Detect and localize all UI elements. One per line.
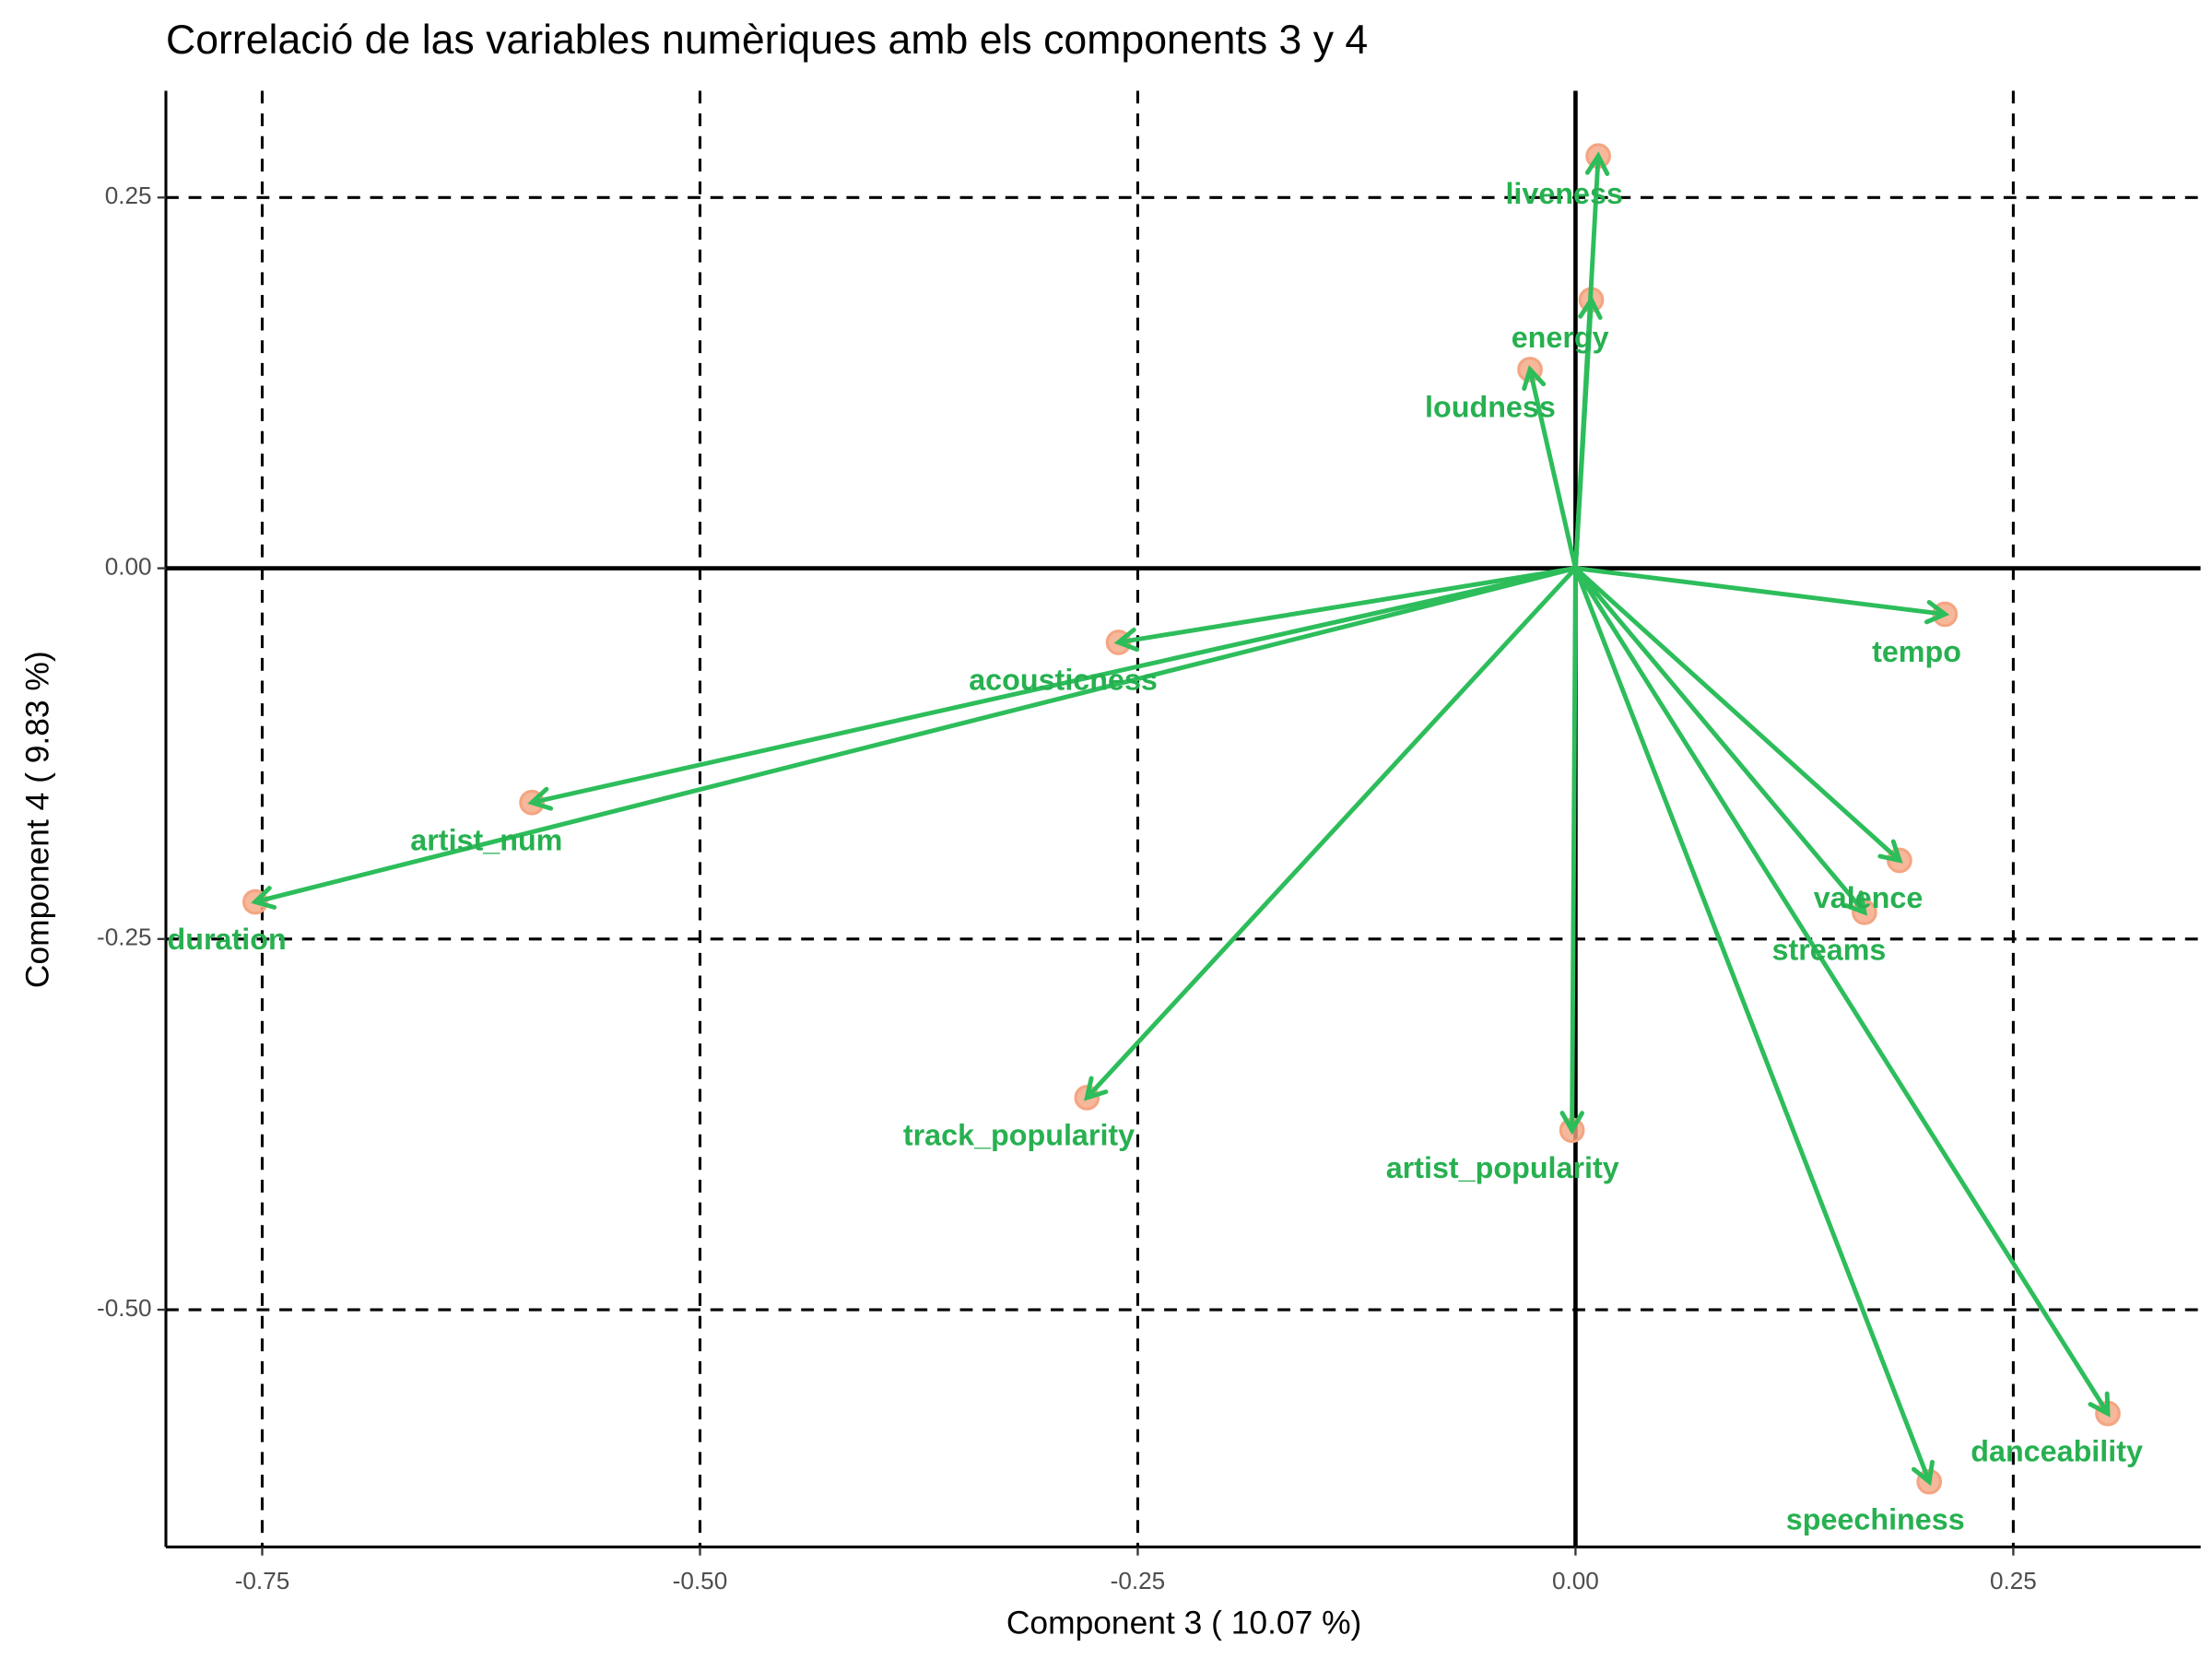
arrow — [1572, 566, 1935, 1487]
arrow — [1572, 566, 1950, 625]
point-label: track_popularity — [903, 1119, 1135, 1152]
point-label: artist_popularity — [1386, 1151, 1619, 1184]
point-label: acousticness — [969, 664, 1158, 697]
arrow — [1559, 566, 1584, 1135]
point-label: energy — [1512, 321, 1609, 354]
x-axis-title: Component 3 ( 10.07 %) — [1006, 1605, 1361, 1641]
y-tick-label: -0.50 — [97, 1294, 152, 1322]
arrow — [1572, 566, 1903, 864]
arrow — [1113, 566, 1578, 653]
y-tick-label: -0.25 — [97, 924, 152, 951]
x-tick-label: 0.00 — [1552, 1567, 1599, 1594]
arrow — [251, 566, 1578, 910]
arrow — [1572, 566, 2111, 1418]
arrow — [1572, 295, 1603, 571]
x-tick-label: -0.25 — [1111, 1567, 1166, 1594]
y-tick-label: 0.00 — [105, 552, 152, 580]
arrow — [1084, 566, 1578, 1101]
y-tick-label: 0.25 — [105, 182, 152, 209]
point-label: artist_num — [410, 823, 562, 856]
point-label: loudness — [1425, 391, 1556, 424]
point-label: liveness — [1505, 177, 1623, 210]
arrow — [527, 566, 1578, 811]
arrow — [1572, 566, 1868, 916]
point-label: streams — [1772, 933, 1887, 966]
point-label: duration — [168, 923, 287, 956]
chart-title: Correlació de las variables numèriques a… — [166, 18, 1368, 63]
point-label: speechiness — [1786, 1502, 1965, 1535]
plot-area: liveness energy loudness tempo acousticness a… — [166, 90, 2201, 1547]
point-label: tempo — [1872, 635, 1961, 668]
x-tick-label: -0.75 — [235, 1567, 290, 1594]
y-axis-title: Component 4 ( 9.83 %) — [19, 651, 55, 988]
x-tick-label: -0.50 — [673, 1567, 728, 1594]
point-label: valence — [1814, 881, 1924, 914]
x-tick-label: 0.25 — [1990, 1567, 2037, 1594]
arrow — [1522, 365, 1578, 571]
point-label: danceability — [1971, 1434, 2143, 1467]
